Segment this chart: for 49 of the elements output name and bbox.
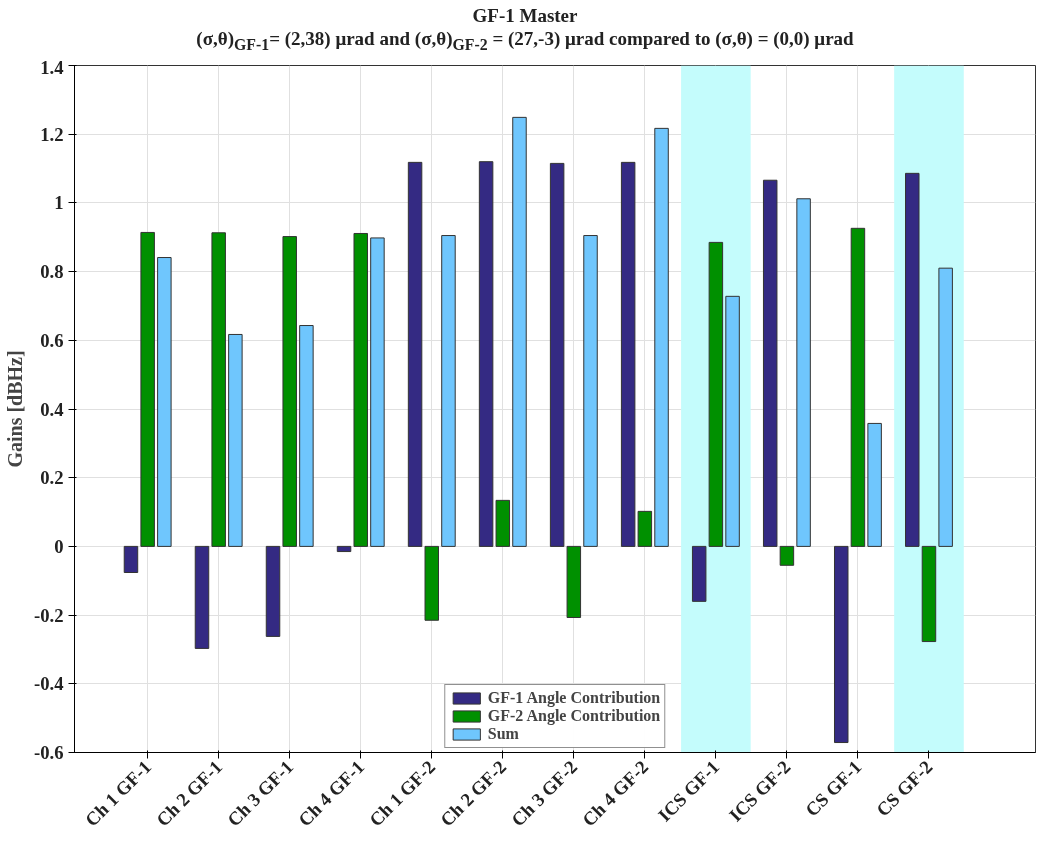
y-tick-label: 0.8 — [40, 260, 64, 282]
bar — [265, 545, 281, 637]
bar — [194, 545, 210, 649]
bar — [938, 267, 953, 547]
y-axis-title: Gains [dBHz] — [3, 349, 26, 468]
bar — [157, 256, 172, 547]
y-tick-label: 1 — [54, 191, 64, 213]
y-tick-label: -0.4 — [33, 672, 64, 694]
bar — [370, 237, 385, 547]
bar — [796, 197, 811, 547]
bar — [123, 545, 139, 573]
bar — [299, 324, 314, 547]
y-tick-label: 1.2 — [40, 123, 64, 145]
chart-subtitle: (σ,θ)$_{GF-1}$= (2,38) μrad and (σ,θ)$_{GF-2}$ = (27,-3) μrad compared to (σ,θ) = (0,0) μrad — [196, 27, 854, 55]
bar — [708, 241, 724, 547]
bar — [549, 162, 565, 547]
bar — [867, 422, 882, 547]
bar — [566, 545, 582, 618]
bar — [850, 227, 866, 547]
y-tick-label: -0.6 — [33, 741, 64, 763]
bar — [353, 232, 368, 547]
legend-label: GF-2 Angle Contribution — [487, 706, 661, 725]
bar — [211, 231, 226, 547]
bar — [583, 234, 598, 547]
bar — [228, 333, 243, 547]
bar — [921, 545, 937, 642]
legend-label: Sum — [487, 724, 519, 743]
bar — [691, 545, 707, 602]
y-tick-label: 0.2 — [40, 466, 64, 488]
bar — [833, 545, 849, 743]
chart-title: GF-1 Master — [471, 5, 579, 28]
bar — [336, 545, 352, 552]
bar — [424, 545, 440, 621]
legend-label: GF-1 Angle Contribution — [487, 688, 661, 707]
bar — [441, 234, 456, 547]
bar — [725, 295, 740, 547]
y-tick-label: 0.4 — [40, 398, 64, 420]
bar — [140, 231, 155, 547]
bar — [779, 545, 795, 566]
bar — [654, 127, 669, 547]
y-tick-label: 0.6 — [40, 329, 64, 351]
y-tick-label: 0 — [54, 535, 64, 557]
bar — [762, 179, 778, 547]
bar — [407, 161, 423, 547]
bar — [512, 116, 527, 547]
y-tick-label: 1.4 — [40, 56, 64, 78]
bar — [282, 235, 297, 547]
bar — [905, 172, 920, 547]
y-tick-label: -0.2 — [33, 604, 64, 626]
